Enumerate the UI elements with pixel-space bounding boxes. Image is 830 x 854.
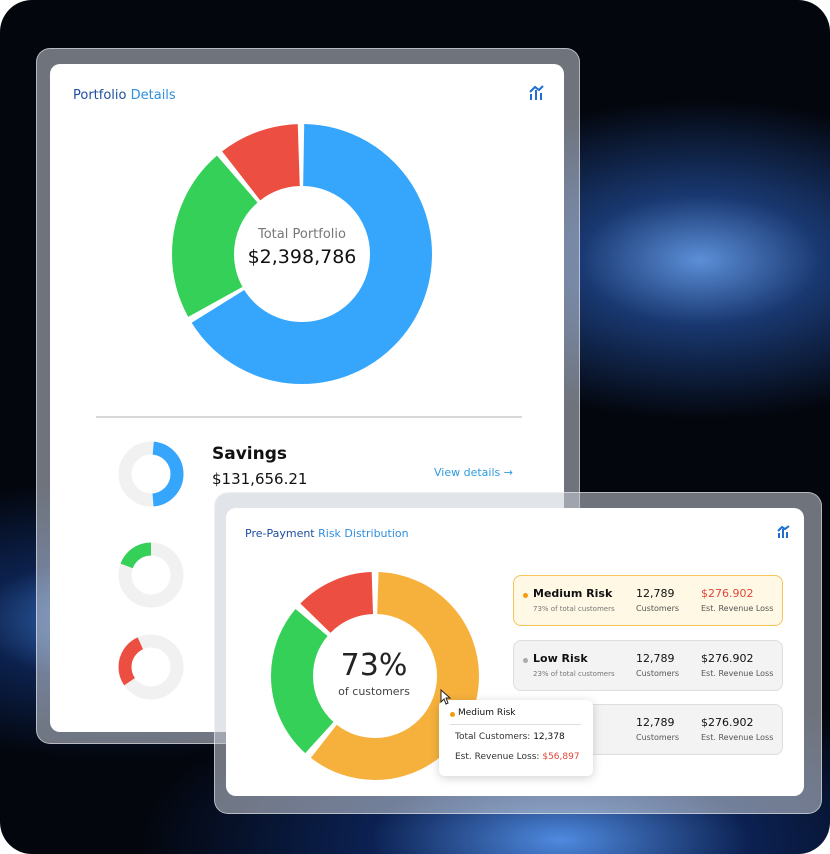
tooltip: Medium Risk Total Customers: 12,378 Est.… xyxy=(439,700,593,776)
mini-donut-segment xyxy=(118,441,184,507)
tooltip-divider xyxy=(450,724,581,725)
risk-loss: $276.902 xyxy=(701,587,754,600)
donut-segment xyxy=(172,124,432,384)
portfolio-graphics xyxy=(96,124,522,700)
item-value: $131,656.21 xyxy=(212,470,308,488)
tooltip-dot xyxy=(450,712,455,717)
card-title: Pre-Payment Risk Distribution xyxy=(245,527,409,540)
title-rest: Risk Distribution xyxy=(318,527,409,540)
donut-segment xyxy=(271,572,479,780)
title-lead: Portfolio xyxy=(73,88,127,103)
tooltip-label: Est. Revenue Loss: xyxy=(455,752,540,762)
mini-donut-segment xyxy=(118,634,184,700)
chart-icon xyxy=(777,525,790,538)
risk-share: 23% of total customers xyxy=(533,670,615,678)
mini-donut-segment xyxy=(118,542,184,608)
risk-card: Pre-Payment Risk Distribution 73% of cus… xyxy=(226,508,804,796)
risk-count-label: Customers xyxy=(636,733,680,742)
center-value: 73% xyxy=(340,648,408,683)
risk-dot xyxy=(523,593,528,598)
risk-loss-label: Est. Revenue Loss xyxy=(701,604,774,613)
risk-count: 12,789 xyxy=(636,652,675,665)
risk-share: 73% of total customers xyxy=(533,605,615,613)
cursor xyxy=(440,689,452,705)
tooltip-loss: Est. Revenue Loss: $56,897 xyxy=(455,752,580,762)
tooltip-name: Medium Risk xyxy=(458,708,516,718)
risk-dot xyxy=(523,658,528,663)
center-label: Total Portfolio xyxy=(258,227,346,242)
risk-count-label: Customers xyxy=(636,604,680,613)
tooltip-value: 12,378 xyxy=(533,732,565,742)
chart-icon xyxy=(529,85,544,100)
risk-loss: $276.902 xyxy=(701,652,754,665)
title-lead: Pre-Payment xyxy=(245,527,315,540)
donut-segment xyxy=(172,124,432,384)
card-title: Portfolio Details xyxy=(73,88,176,103)
tooltip-label: Total Customers: xyxy=(455,732,531,742)
risk-name: Low Risk xyxy=(533,652,588,665)
risk-row: Medium Risk 73% of total customers 12,78… xyxy=(513,575,783,626)
item-name: Savings xyxy=(212,444,288,464)
risk-row: Low Risk 23% of total customers 12,789 C… xyxy=(513,640,783,691)
view-details-link[interactable]: View details → xyxy=(434,466,513,479)
risk-count: 12,789 xyxy=(636,587,675,600)
risk-loss-label: Est. Revenue Loss xyxy=(701,669,774,678)
risk-name: Medium Risk xyxy=(533,587,613,600)
risk-loss: $276.902 xyxy=(701,716,754,729)
risk-graphics xyxy=(271,572,479,780)
title-rest: Details xyxy=(130,88,176,103)
center-label: of customers xyxy=(338,685,410,698)
center-value: $2,398,786 xyxy=(247,246,357,268)
tooltip-customers: Total Customers: 12,378 xyxy=(455,732,565,742)
tooltip-value: $56,897 xyxy=(542,752,580,762)
risk-count: 12,789 xyxy=(636,716,675,729)
donut-segment xyxy=(271,572,479,780)
risk-loss-label: Est. Revenue Loss xyxy=(701,733,774,742)
risk-count-label: Customers xyxy=(636,669,680,678)
